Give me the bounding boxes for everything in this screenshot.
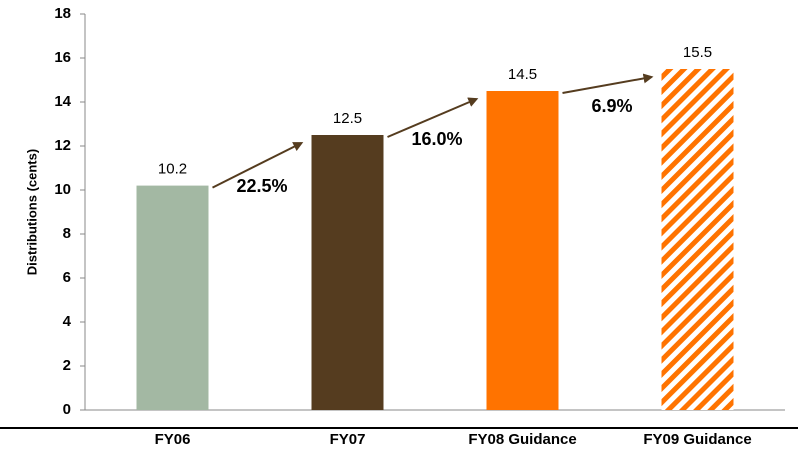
growth-label: 22.5% [236,176,287,196]
growth-arrow [562,73,654,94]
growth-arrow [387,97,479,138]
bar [486,91,559,410]
y-tick-label: 14 [54,93,71,110]
y-tick-label: 12 [54,137,71,154]
bar [311,135,384,410]
y-tick-label: 6 [63,269,71,286]
y-tick-label: 8 [63,225,71,242]
x-tick-label: FY06 [155,431,191,448]
data-label: 15.5 [683,44,712,61]
y-tick-label: 16 [54,49,71,66]
y-tick-label: 4 [63,313,72,330]
x-tick-label: FY09 Guidance [643,431,751,448]
data-label: 12.5 [333,110,362,127]
growth-arrow [212,142,304,189]
y-tick-label: 10 [54,181,71,198]
y-tick-label: 18 [54,5,71,22]
bar [136,185,209,410]
y-axis-label: Distributions (cents) [24,149,39,275]
growth-label: 6.9% [591,96,632,116]
y-tick-label: 2 [63,357,71,374]
x-tick-label: FY07 [330,431,366,448]
growth-label: 16.0% [411,129,462,149]
x-tick-label: FY08 Guidance [468,431,576,448]
data-label: 10.2 [158,161,187,178]
y-tick-label: 0 [63,401,71,418]
bar [661,69,734,410]
data-label: 14.5 [508,66,537,83]
